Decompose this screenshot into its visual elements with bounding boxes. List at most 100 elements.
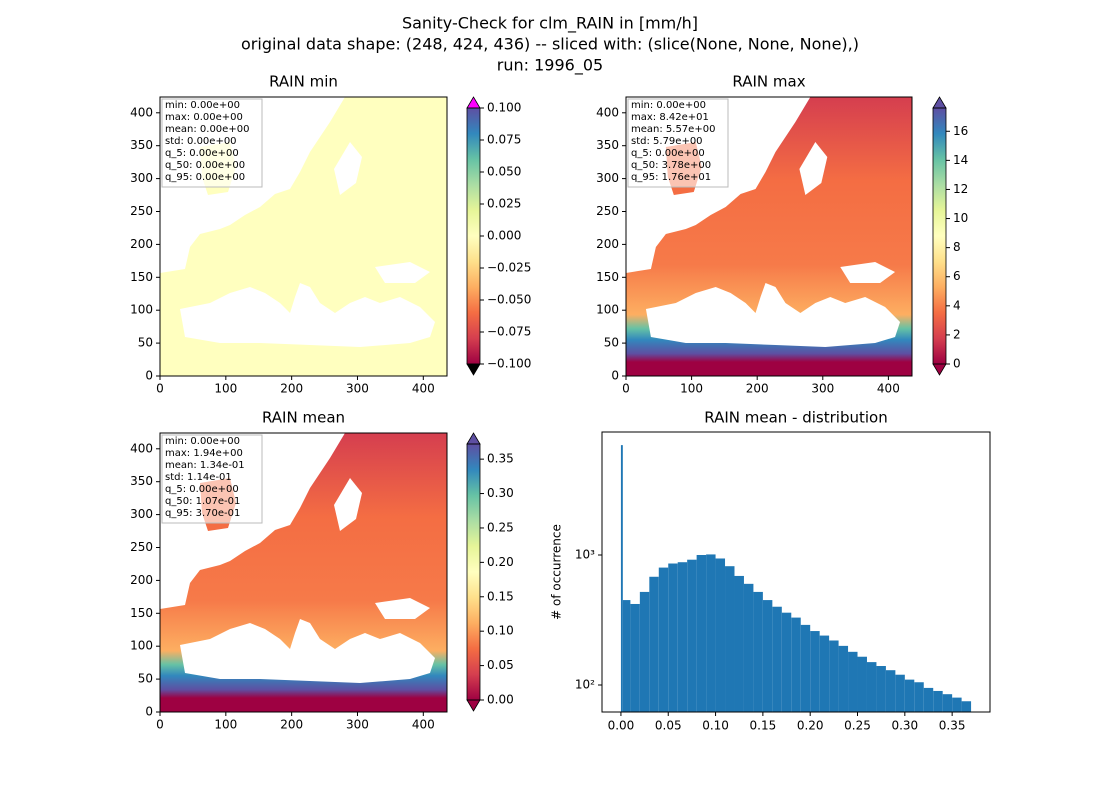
x-tick-label: 100: [214, 382, 237, 396]
hist-bar: [772, 606, 782, 712]
x-tick-label: 0.00: [608, 719, 635, 733]
axes-frame: [159, 96, 448, 377]
stats-line: q_95: 1.76e+01: [631, 172, 711, 183]
colorbar-tick-label: −0.075: [487, 325, 531, 339]
y-tick-label: 250: [130, 204, 153, 218]
y-tick-label: 10³: [575, 547, 595, 561]
x-tick-label: 0.25: [844, 719, 871, 733]
x-tick-label: 0: [622, 382, 630, 396]
hist-bar: [857, 656, 867, 712]
stats-box: [627, 98, 729, 188]
x-tick-label: 400: [877, 382, 900, 396]
hist-bar: [810, 631, 820, 712]
hist-bar: [696, 554, 707, 712]
colorbar: [467, 444, 480, 700]
hist-bar: [658, 567, 669, 712]
y-tick-label: 200: [596, 237, 619, 251]
hist-bar: [914, 682, 924, 712]
hist-bar: [668, 563, 678, 712]
colorbar-extend-low: [466, 699, 481, 712]
axes-title: RAIN mean - distribution: [704, 409, 887, 427]
colorbar-tick-label: 0.10: [487, 624, 514, 638]
y-tick-label: 200: [130, 573, 153, 587]
y-tick-label: 150: [130, 270, 153, 284]
axes-frame: [625, 96, 913, 377]
colorbar: [933, 108, 946, 364]
colorbar-tick-label: 6: [953, 269, 961, 283]
stats-line: q_50: 3.78e+00: [631, 160, 711, 171]
y-tick-label: 250: [130, 540, 153, 554]
colorbar-tick-label: 0.05: [487, 658, 514, 672]
axes-title: RAIN max: [732, 73, 805, 91]
stats-line: min: 0.00e+00: [165, 436, 240, 447]
hist-bar: [829, 640, 839, 712]
x-tick-label: 100: [680, 382, 703, 396]
hist-bar: [848, 651, 858, 712]
colorbar-tick-label: 0.050: [487, 165, 521, 179]
colorbar-tick-label: 2: [953, 327, 961, 341]
hist-bar: [762, 600, 773, 712]
y-tick-label: 400: [596, 105, 619, 119]
hist-bar: [838, 645, 849, 712]
y-tick-label: 0: [611, 369, 619, 383]
x-tick-label: 300: [346, 382, 369, 396]
stats-line: max: 1.94e+00: [165, 448, 243, 459]
hist-bar: [961, 701, 972, 712]
x-tick-label: 0.15: [750, 719, 777, 733]
colorbar-tick-label: 14: [953, 153, 968, 167]
hist-bar: [706, 554, 716, 712]
x-tick-label: 100: [214, 718, 237, 732]
colorbar-tick-label: 0.15: [487, 589, 514, 603]
axes-title: RAIN mean: [262, 409, 345, 427]
hist-bar: [876, 666, 886, 712]
hist-bar: [781, 612, 792, 712]
y-tick-label: 400: [130, 105, 153, 119]
stats-line: q_5: 0.00e+00: [165, 148, 239, 159]
axes-title: RAIN min: [269, 73, 338, 91]
colorbar-extend-high: [466, 432, 481, 445]
stats-line: mean: 5.57e+00: [631, 124, 715, 135]
colorbar-tick-label: 0.00: [487, 693, 514, 707]
x-tick-label: 200: [280, 382, 303, 396]
y-tick-label: 100: [130, 303, 153, 317]
y-tick-label: 200: [130, 237, 153, 251]
hist-bar: [743, 583, 754, 712]
y-tick-label: 100: [130, 639, 153, 653]
hist-bar: [715, 558, 726, 712]
stats-line: mean: 1.34e-01: [165, 460, 245, 471]
y-tick-label: 0: [145, 369, 153, 383]
axes-frame: [159, 432, 448, 713]
suptitle: original data shape: (248, 424, 436) -- …: [241, 35, 859, 54]
colorbar: [467, 108, 480, 364]
stats-line: q_5: 0.00e+00: [631, 148, 705, 159]
stats-line: q_50: 0.00e+00: [165, 160, 245, 171]
hist-bar: [622, 600, 631, 712]
stats-line: mean: 0.00e+00: [165, 124, 249, 135]
y-tick-label: 0: [145, 705, 153, 719]
hist-bar: [753, 591, 763, 712]
colorbar-frame: [932, 107, 947, 365]
colorbar-tick-label: 0: [953, 357, 961, 371]
colorbar-frame: [466, 443, 481, 701]
y-tick-label: 350: [130, 474, 153, 488]
stats-line: min: 0.00e+00: [631, 100, 706, 111]
hist-bar: [885, 670, 896, 712]
y-tick-label: 400: [130, 441, 153, 455]
hist-bar: [639, 591, 650, 712]
x-tick-label: 300: [811, 382, 834, 396]
x-tick-label: 0: [156, 382, 164, 396]
colorbar-tick-label: 0.20: [487, 555, 514, 569]
stats-line: max: 8.42e+01: [631, 112, 709, 123]
stats-line: q_50: 1.07e-01: [165, 496, 240, 507]
colorbar-tick-label: −0.100: [487, 357, 531, 371]
colorbar-tick-label: 0.100: [487, 101, 521, 115]
stats-line: max: 0.00e+00: [165, 112, 243, 123]
y-tick-label: 300: [130, 171, 153, 185]
y-tick-label: 50: [138, 336, 153, 350]
hist-bar: [734, 575, 744, 712]
y-tick-label: 150: [596, 270, 619, 284]
stats-line: std: 0.00e+00: [165, 136, 237, 147]
colorbar-extend-high: [932, 96, 947, 109]
x-tick-label: 400: [412, 718, 435, 732]
colorbar-tick-label: 16: [953, 124, 968, 138]
